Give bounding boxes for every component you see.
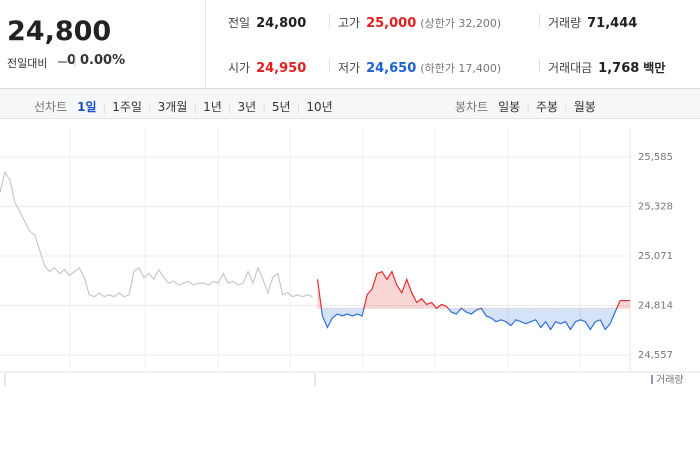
stat-label: 저가 xyxy=(338,61,361,75)
tab[interactable]: 1년 xyxy=(203,100,222,114)
tab-sep: | xyxy=(564,101,568,114)
tab-label: 봉차트 xyxy=(455,100,489,114)
stat: 거래대금 1,768 백만 xyxy=(539,57,666,76)
stat-divider xyxy=(329,14,330,27)
tab-bar: 선차트 1일 | 1주일 | 3개월 | 1년 | 3년 | 5년 | 10년 봉차트 일봉 | 주봉 | 월봉 xyxy=(0,88,700,119)
y-tick-label: 25,585 xyxy=(638,152,673,163)
tab[interactable]: 5년 xyxy=(271,100,291,114)
tab-label: 선차트 xyxy=(34,100,68,114)
tab-sep: | xyxy=(193,101,198,114)
stat: 거래량 71,444 xyxy=(539,12,638,31)
stat-label: 시가 xyxy=(228,61,251,75)
change-rate: 0.00% xyxy=(80,53,126,68)
legend-swatch xyxy=(651,375,653,384)
stat-value: 24,800 xyxy=(256,16,307,31)
tab[interactable]: 1주일 xyxy=(112,100,142,114)
stat-label: 전일 xyxy=(228,16,251,30)
tab-sep: | xyxy=(526,101,530,114)
tab-sep: | xyxy=(147,101,152,114)
tab[interactable]: 일봉 xyxy=(498,100,521,114)
area xyxy=(317,271,630,330)
stat-divider xyxy=(329,59,330,72)
stat: 시가 24,950 xyxy=(228,57,306,76)
stat-value: 71,444 xyxy=(587,16,638,31)
line xyxy=(0,170,313,298)
stat: 저가 24,650 (하한가 17,400) xyxy=(329,57,502,76)
stat-value: 24,950 xyxy=(256,61,307,76)
tab[interactable]: 3년 xyxy=(237,100,257,114)
tab[interactable]: 1일 xyxy=(77,100,97,114)
stat-sub: (상한가 32,200) xyxy=(420,17,502,30)
tab-sep: | xyxy=(102,101,107,114)
tab-sep: | xyxy=(296,101,301,114)
change-label: 전일대비 xyxy=(7,57,48,70)
stat-value: 1,768 xyxy=(598,61,640,76)
stat-label: 거래량 xyxy=(548,16,582,30)
stat-divider xyxy=(539,14,540,27)
line xyxy=(316,270,630,331)
tab[interactable]: 월봉 xyxy=(573,100,596,114)
flat-icon xyxy=(58,61,67,63)
tab[interactable]: 3개월 xyxy=(157,100,188,114)
stat-unit: 백만 xyxy=(643,61,666,75)
tab-sep: | xyxy=(227,101,232,114)
stat-value: 25,000 xyxy=(366,16,417,31)
stat-sub: (하한가 17,400) xyxy=(420,62,502,75)
stat-value: 24,650 xyxy=(366,61,417,76)
price: 24,800 xyxy=(7,16,112,47)
y-tick-label: 25,328 xyxy=(638,201,673,212)
tab-sep: | xyxy=(262,101,266,114)
legend: 거래량 xyxy=(656,374,684,386)
tab[interactable]: 주봉 xyxy=(535,100,559,114)
stat: 고가 25,000 (상한가 32,200) xyxy=(329,12,502,31)
line-tabs: 선차트 1일 | 1주일 | 3개월 | 1년 | 3년 | 5년 | 10년 xyxy=(34,96,333,115)
divider: | xyxy=(73,54,77,67)
stat-label: 고가 xyxy=(338,16,361,30)
price-box: 24,800 전일대비 0 | 0.00% xyxy=(0,0,206,88)
stat-label: 거래대금 xyxy=(548,61,593,75)
change: 0 xyxy=(67,53,77,68)
y-tick-label: 25,071 xyxy=(638,251,673,262)
y-tick-label: 24,814 xyxy=(638,301,673,312)
stat-divider xyxy=(539,59,540,72)
tab[interactable]: 10년 xyxy=(306,100,333,114)
chart: 25,585 25,328 25,071 24,814 24,557 거래량 xyxy=(0,128,700,386)
stat: 전일 24,800 xyxy=(228,12,306,31)
candle-tabs: 봉차트 일봉 | 주봉 | 월봉 xyxy=(455,96,596,115)
y-tick-label: 24,557 xyxy=(638,350,673,361)
